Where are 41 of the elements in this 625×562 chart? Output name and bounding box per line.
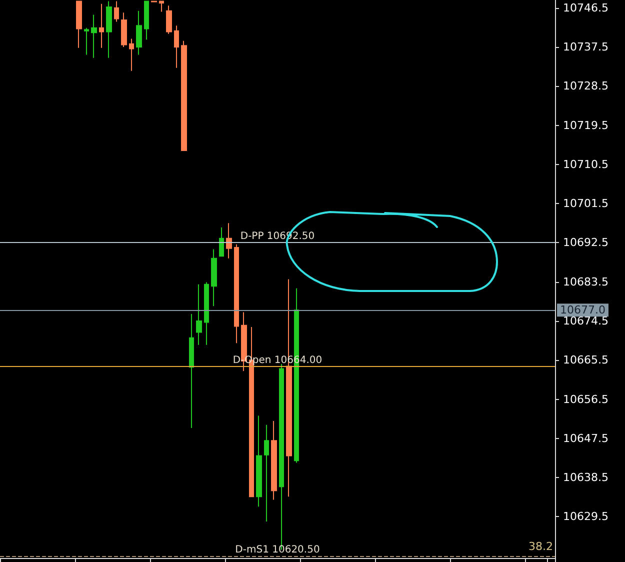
y-tick-label: 10719.5 [563,118,608,132]
y-tick-label: 10737.5 [563,40,608,54]
candlestick [129,38,134,72]
candlestick [256,415,262,508]
candlestick [144,0,149,40]
candlestick [121,12,127,48]
y-tick-label: 10656.5 [563,392,608,406]
candlestick [174,25,179,68]
y-tick-label: 10647.5 [563,432,608,445]
candlestick [91,14,97,58]
candlestick [114,0,119,22]
candlestick [84,27,89,56]
candlestick [196,284,202,346]
y-tick-label: 10746.5 [563,1,608,14]
ref-line-label: D-mS1 10620.50 [235,544,320,556]
candlestick [211,248,217,307]
candlestick [166,5,172,34]
y-tick-label: 10629.5 [563,510,608,524]
y-tick-label: 10701.5 [563,197,608,210]
y-tick-label: 10683.5 [563,275,608,288]
candlestick [219,226,224,257]
ref-line-label: 10677.0 [560,304,606,317]
y-tick-label: 10674.5 [563,314,608,328]
candlestick [234,244,239,344]
candlestick [264,424,269,522]
candlestick [181,40,187,151]
y-tick-label: 10638.5 [563,471,608,484]
y-tick-label: 10710.5 [563,158,608,171]
candlestick [226,222,232,259]
y-tick-label: 10692.5 [563,236,608,250]
candlestick [99,3,104,48]
candlestick [76,0,82,48]
candlestick [189,314,194,428]
annotation: 38.2 [528,540,554,553]
y-tick-label: 10665.5 [563,354,608,367]
candlestick [106,0,112,58]
candlestick [271,420,277,500]
candlestick [136,10,142,56]
candlestick [159,0,164,12]
candlestick [204,282,209,346]
y-tick-label: 10728.5 [563,80,608,93]
